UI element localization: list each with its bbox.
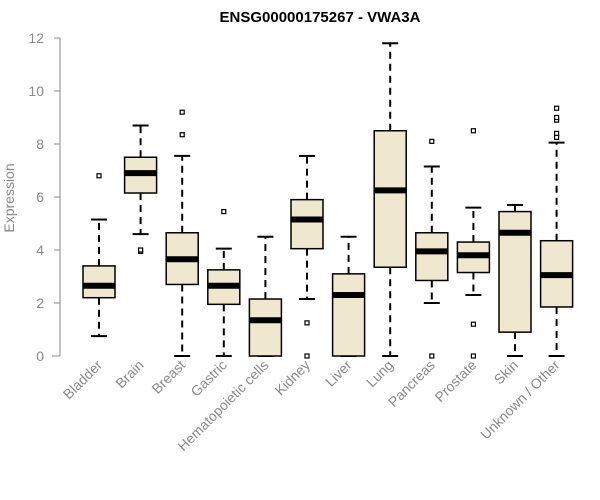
- chart-title: ENSG00000175267 - VWA3A: [220, 9, 421, 26]
- box-group: [331, 235, 366, 357]
- x-tick-label: Brain: [112, 357, 146, 391]
- box-plot-area: [82, 42, 574, 359]
- box-rect: [331, 273, 366, 357]
- x-tick-label: Kidney: [272, 357, 314, 399]
- y-tick-label: 4: [36, 242, 44, 258]
- box-rect: [248, 298, 283, 357]
- outlier-point: [304, 320, 310, 326]
- y-tick-label: 10: [28, 83, 44, 99]
- x-tick-label: Prostate: [431, 357, 479, 405]
- outlier-point: [470, 353, 476, 359]
- x-tick-label: Breast: [148, 357, 188, 397]
- box-group: [248, 235, 283, 357]
- outlier-point: [179, 132, 185, 138]
- box-group: [456, 128, 491, 359]
- box-group: [539, 105, 574, 357]
- outlier-point: [429, 138, 435, 144]
- box-rect: [373, 130, 407, 268]
- y-tick-label: 6: [36, 189, 44, 205]
- box-rect: [498, 210, 532, 333]
- box-rect: [82, 265, 116, 299]
- y-axis-ticks: 0 2 4 6 8 10 12: [28, 30, 60, 364]
- outlier-point: [553, 105, 560, 111]
- box-group: [415, 138, 449, 359]
- x-tick-label: Bladder: [60, 357, 106, 403]
- outlier-point: [138, 247, 144, 253]
- y-tick-label: 2: [36, 295, 44, 311]
- outlier-point: [96, 173, 102, 179]
- box-group: [290, 154, 324, 359]
- x-tick-label: Unknown / Other: [477, 357, 563, 443]
- box-rect: [290, 198, 324, 250]
- outlier-point: [553, 130, 560, 136]
- box-group: [165, 109, 199, 357]
- box-group: [123, 124, 158, 254]
- box-group: [207, 208, 241, 357]
- x-tick-label: Liver: [322, 357, 355, 390]
- outlier-point: [553, 114, 560, 121]
- outlier-point: [221, 208, 227, 215]
- y-tick-label: 8: [36, 136, 44, 152]
- box-group: [82, 173, 116, 338]
- outlier-point: [429, 353, 435, 359]
- y-axis-title: Expression: [1, 163, 17, 232]
- box-group: [498, 203, 532, 357]
- outlier-point: [179, 109, 185, 115]
- box-group: [373, 42, 407, 357]
- box-rect: [415, 232, 449, 282]
- y-tick-label: 12: [28, 30, 44, 46]
- outlier-point: [304, 353, 310, 359]
- outlier-point: [470, 128, 476, 134]
- outlier-point: [470, 321, 476, 327]
- x-tick-label: Lung: [363, 357, 396, 390]
- y-tick-label: 0: [36, 348, 44, 364]
- x-tick-label: Skin: [491, 357, 522, 388]
